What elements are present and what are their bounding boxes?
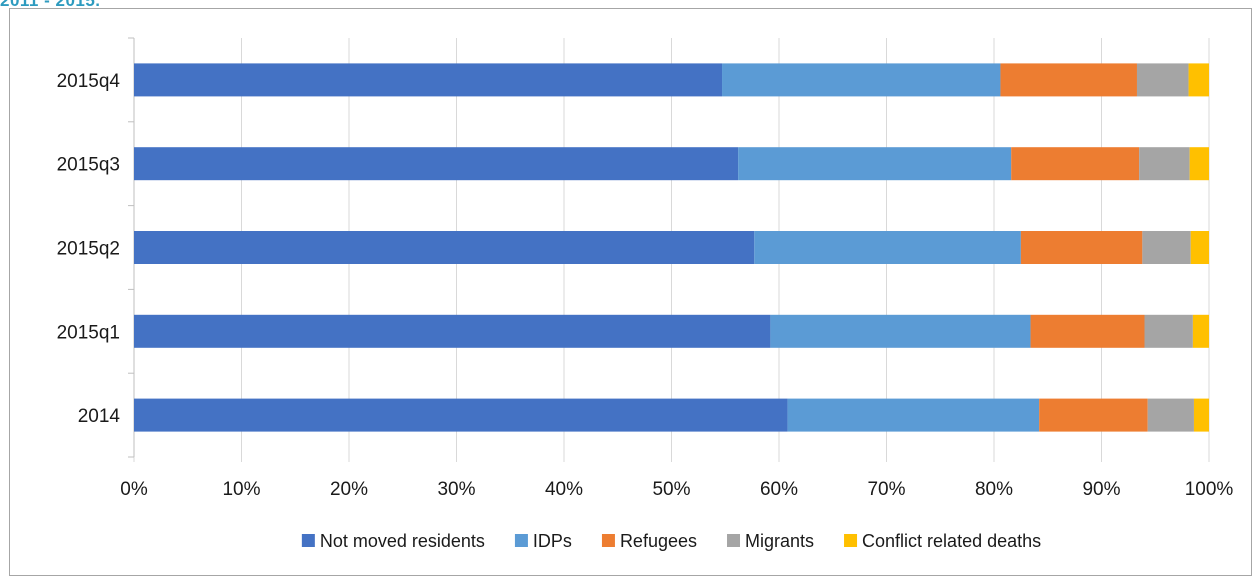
bar-segment [1136, 63, 1189, 97]
x-tick-label: 50% [652, 479, 690, 500]
chart-area [9, 8, 1252, 576]
bar-segment [1147, 398, 1194, 432]
legend-swatch [727, 534, 741, 547]
bar-segment [134, 398, 788, 432]
legend-swatch [844, 534, 858, 547]
y-tick-label: 2015q3 [57, 155, 120, 176]
x-tick-label: 0% [120, 479, 148, 500]
x-tick-label: 20% [330, 479, 368, 500]
caption-text: 2011 - 2015. [0, 0, 101, 10]
bar-segment [134, 231, 755, 264]
bar-segment [1030, 314, 1145, 348]
bar-segment [134, 147, 739, 181]
x-tick-label: 10% [222, 479, 260, 500]
bar-segment [1142, 231, 1191, 264]
x-tick-label: 80% [975, 479, 1013, 500]
legend-label: Migrants [745, 531, 814, 551]
bar-segment [1139, 147, 1190, 181]
bar-segment [1192, 314, 1209, 348]
x-tick-label: 60% [760, 479, 798, 500]
y-tick-label: 2015q1 [57, 322, 120, 343]
bar-segment [1020, 231, 1143, 264]
bar-segment [754, 231, 1021, 264]
bar-segment [1039, 398, 1148, 432]
bar-segment [770, 314, 1031, 348]
bar-segment [1190, 231, 1209, 264]
x-tick-label: 40% [545, 479, 583, 500]
legend-label: IDPs [533, 531, 572, 551]
bar-segment [134, 314, 771, 348]
x-tick-label: 90% [1082, 479, 1120, 500]
legend-label: Not moved residents [320, 531, 485, 551]
bar-segment [787, 398, 1040, 432]
legend-swatch [301, 534, 315, 547]
bar-segment [1188, 63, 1209, 97]
legend-label: Refugees [620, 531, 697, 551]
bar-segment [1193, 398, 1209, 432]
bar-segment [722, 63, 1001, 97]
x-tick-label: 30% [437, 479, 475, 500]
bar-segment [134, 63, 723, 97]
bar-segment [1011, 147, 1140, 181]
legend-swatch [601, 534, 615, 547]
legend-label: Conflict related deaths [862, 531, 1041, 551]
bar-segment [1144, 314, 1193, 348]
bar-segment [1000, 63, 1137, 97]
bar-segment [738, 147, 1012, 181]
x-tick-label: 70% [867, 479, 905, 500]
y-tick-label: 2015q4 [57, 71, 121, 92]
y-tick-label: 2015q2 [57, 239, 120, 260]
bar-segment [1189, 147, 1209, 181]
y-tick-label: 2014 [78, 406, 121, 427]
legend-swatch [514, 534, 528, 547]
x-tick-label: 100% [1185, 479, 1234, 500]
